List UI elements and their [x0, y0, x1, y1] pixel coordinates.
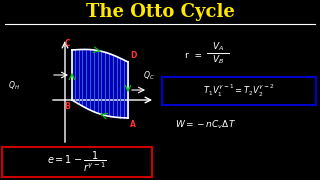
Text: C: C	[64, 39, 70, 48]
Text: D: D	[130, 51, 136, 60]
Text: B: B	[64, 102, 70, 111]
FancyBboxPatch shape	[2, 147, 152, 177]
Text: $T_1V_1^{\gamma-1} = T_2V_2^{\gamma-2}$: $T_1V_1^{\gamma-1} = T_2V_2^{\gamma-2}$	[203, 83, 275, 99]
FancyBboxPatch shape	[162, 77, 316, 105]
Text: r  =: r =	[185, 51, 202, 60]
Text: $e = 1 - \dfrac{1}{r^{\gamma-1}}$: $e = 1 - \dfrac{1}{r^{\gamma-1}}$	[47, 150, 107, 174]
Text: $Q_C$: $Q_C$	[143, 69, 155, 82]
Text: The Otto Cycle: The Otto Cycle	[85, 3, 235, 21]
Text: $Q_H$: $Q_H$	[8, 80, 20, 92]
Text: A: A	[130, 120, 136, 129]
Text: $V_B$: $V_B$	[212, 54, 224, 66]
Text: $V_A$: $V_A$	[212, 41, 224, 53]
Polygon shape	[72, 50, 128, 118]
Text: $W = -nC_v\Delta T$: $W = -nC_v\Delta T$	[175, 119, 236, 131]
